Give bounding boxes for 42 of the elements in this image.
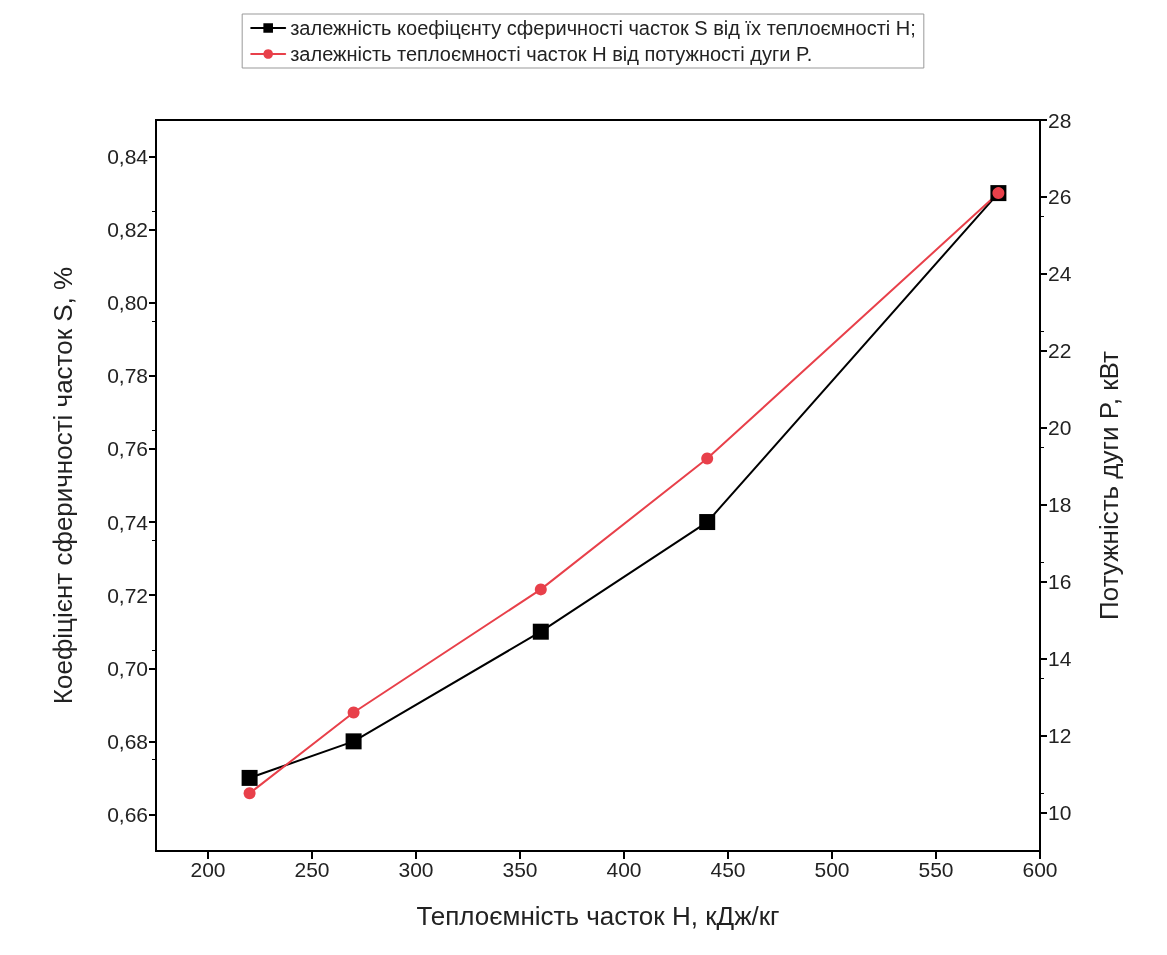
y2-tick-label: 16 (1048, 570, 1072, 594)
x-axis-title: Теплоємність часток H, кДж/кг (416, 901, 780, 931)
y2-tick-label: 22 (1048, 339, 1072, 363)
y2-tick-label: 28 (1048, 108, 1072, 132)
x-tick-label: 400 (606, 858, 642, 881)
point (241, 769, 258, 786)
point (534, 583, 547, 596)
y-tick-label: 0,72 (107, 583, 148, 607)
legend-label: залежність теплоємності часток H від потужності дуги P. (290, 43, 813, 65)
y2-tick-label: 24 (1048, 262, 1072, 286)
y2-tick-label: 20 (1048, 416, 1072, 440)
x-tick-label: 250 (294, 858, 330, 881)
x-tick-label: 350 (502, 858, 538, 881)
point (699, 514, 716, 531)
y-tick-label: 0,74 (107, 510, 149, 534)
y2-tick-label: 26 (1048, 185, 1072, 209)
x-tick-label: 550 (918, 858, 954, 881)
x-tick-label: 200 (190, 858, 226, 881)
y-tick-label: 0,80 (107, 291, 148, 315)
y-tick-label: 0,70 (107, 656, 148, 680)
point (243, 787, 256, 800)
y2-tick-label: 18 (1048, 493, 1072, 517)
point (347, 706, 360, 719)
y-tick-label: 0,68 (107, 729, 148, 753)
y-tick-label: 0,66 (107, 802, 148, 826)
x-tick-label: 500 (814, 858, 850, 881)
y2-tick-label: 12 (1048, 724, 1072, 748)
y-tick-label: 0,76 (107, 437, 148, 461)
x-tick-label: 450 (710, 858, 746, 881)
x-tick-label: 600 (1022, 858, 1058, 881)
x-tick-label: 300 (398, 858, 434, 881)
y-tick-label: 0,82 (107, 218, 148, 242)
y-tick-label: 0,78 (107, 364, 148, 388)
y2-axis-title: Потужність дуги P, кВт (1094, 350, 1124, 620)
y-axis-title: Коефіцієнт сферичності часток S, % (48, 266, 78, 705)
point (345, 733, 362, 750)
y2-tick-label: 14 (1048, 647, 1072, 671)
point (532, 623, 549, 640)
y-tick-label: 0,84 (107, 145, 149, 169)
y2-tick-label: 10 (1048, 801, 1072, 825)
point (701, 452, 714, 465)
legend-label: залежність коефіцєнту сферичності часток S від їх теплоємності H; (290, 17, 916, 39)
